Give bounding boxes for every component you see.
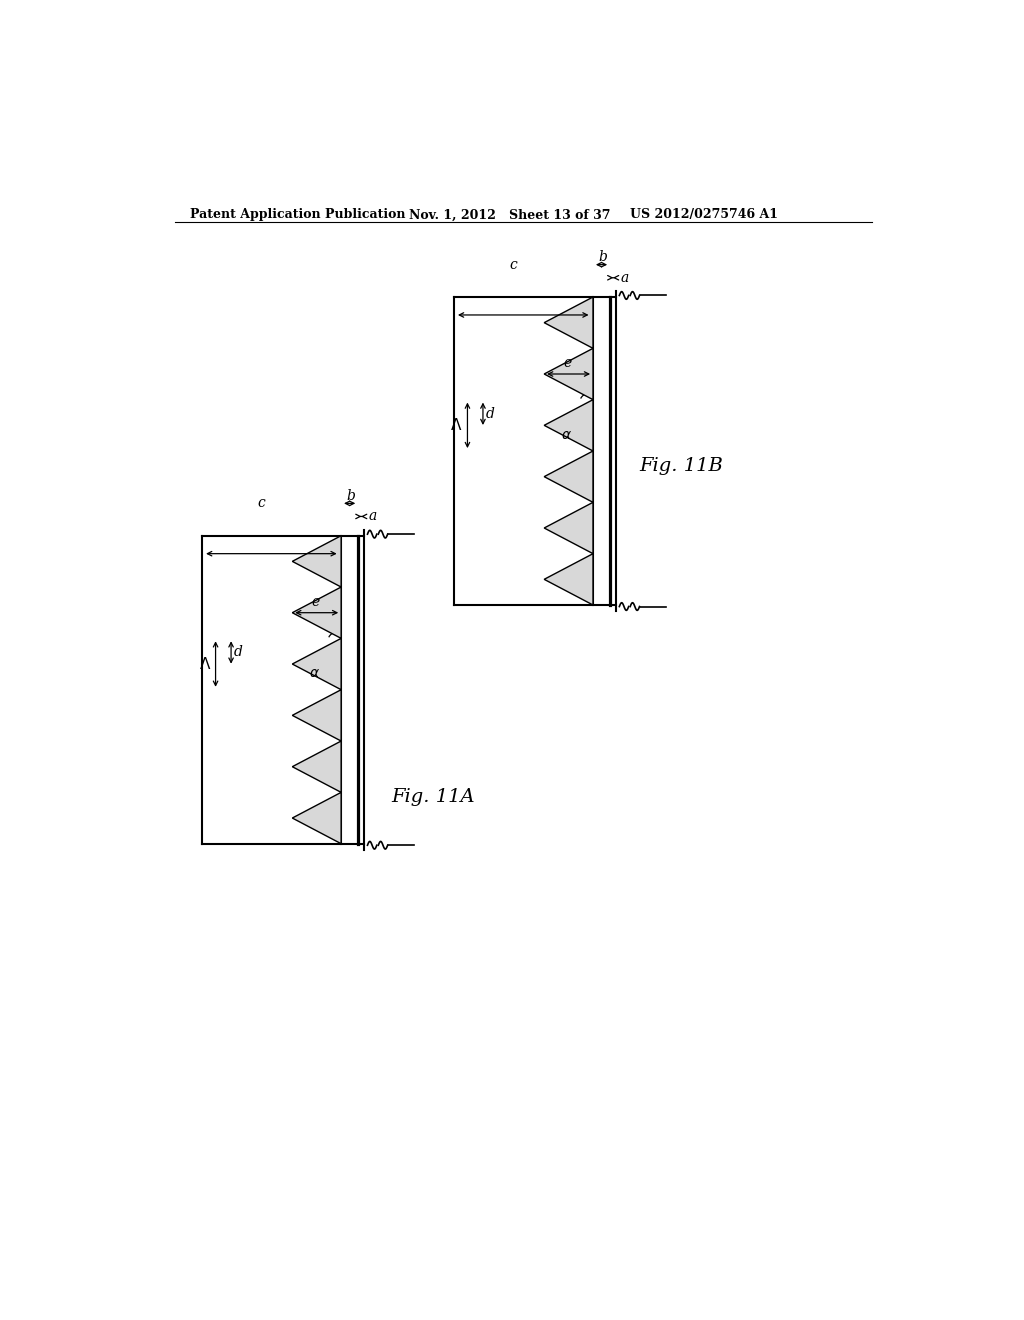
Polygon shape	[292, 536, 341, 587]
Text: c: c	[257, 496, 265, 511]
Text: Fig. 11A: Fig. 11A	[391, 788, 475, 807]
Text: US 2012/0275746 A1: US 2012/0275746 A1	[630, 209, 778, 222]
Polygon shape	[544, 297, 593, 348]
Text: b: b	[598, 249, 607, 264]
Polygon shape	[544, 348, 593, 400]
Text: $\alpha$: $\alpha$	[309, 667, 321, 680]
Text: $\Lambda$: $\Lambda$	[451, 417, 463, 433]
Polygon shape	[292, 689, 341, 741]
Text: Fig. 11B: Fig. 11B	[640, 458, 723, 475]
Polygon shape	[292, 639, 341, 689]
Polygon shape	[292, 587, 341, 639]
Text: $\alpha$: $\alpha$	[561, 428, 572, 442]
Polygon shape	[544, 503, 593, 553]
Text: Patent Application Publication: Patent Application Publication	[190, 209, 406, 222]
Polygon shape	[544, 553, 593, 605]
Text: e: e	[312, 595, 321, 609]
Text: d: d	[233, 645, 243, 660]
Text: b: b	[346, 488, 355, 503]
Text: $\Lambda$: $\Lambda$	[199, 656, 211, 672]
Text: e: e	[563, 356, 572, 370]
Polygon shape	[544, 451, 593, 503]
Text: a: a	[621, 271, 629, 285]
Polygon shape	[292, 792, 341, 843]
Polygon shape	[292, 741, 341, 792]
Polygon shape	[544, 400, 593, 451]
Text: c: c	[509, 257, 517, 272]
Text: a: a	[369, 510, 377, 524]
Text: d: d	[485, 407, 495, 421]
Text: Nov. 1, 2012   Sheet 13 of 37: Nov. 1, 2012 Sheet 13 of 37	[410, 209, 611, 222]
